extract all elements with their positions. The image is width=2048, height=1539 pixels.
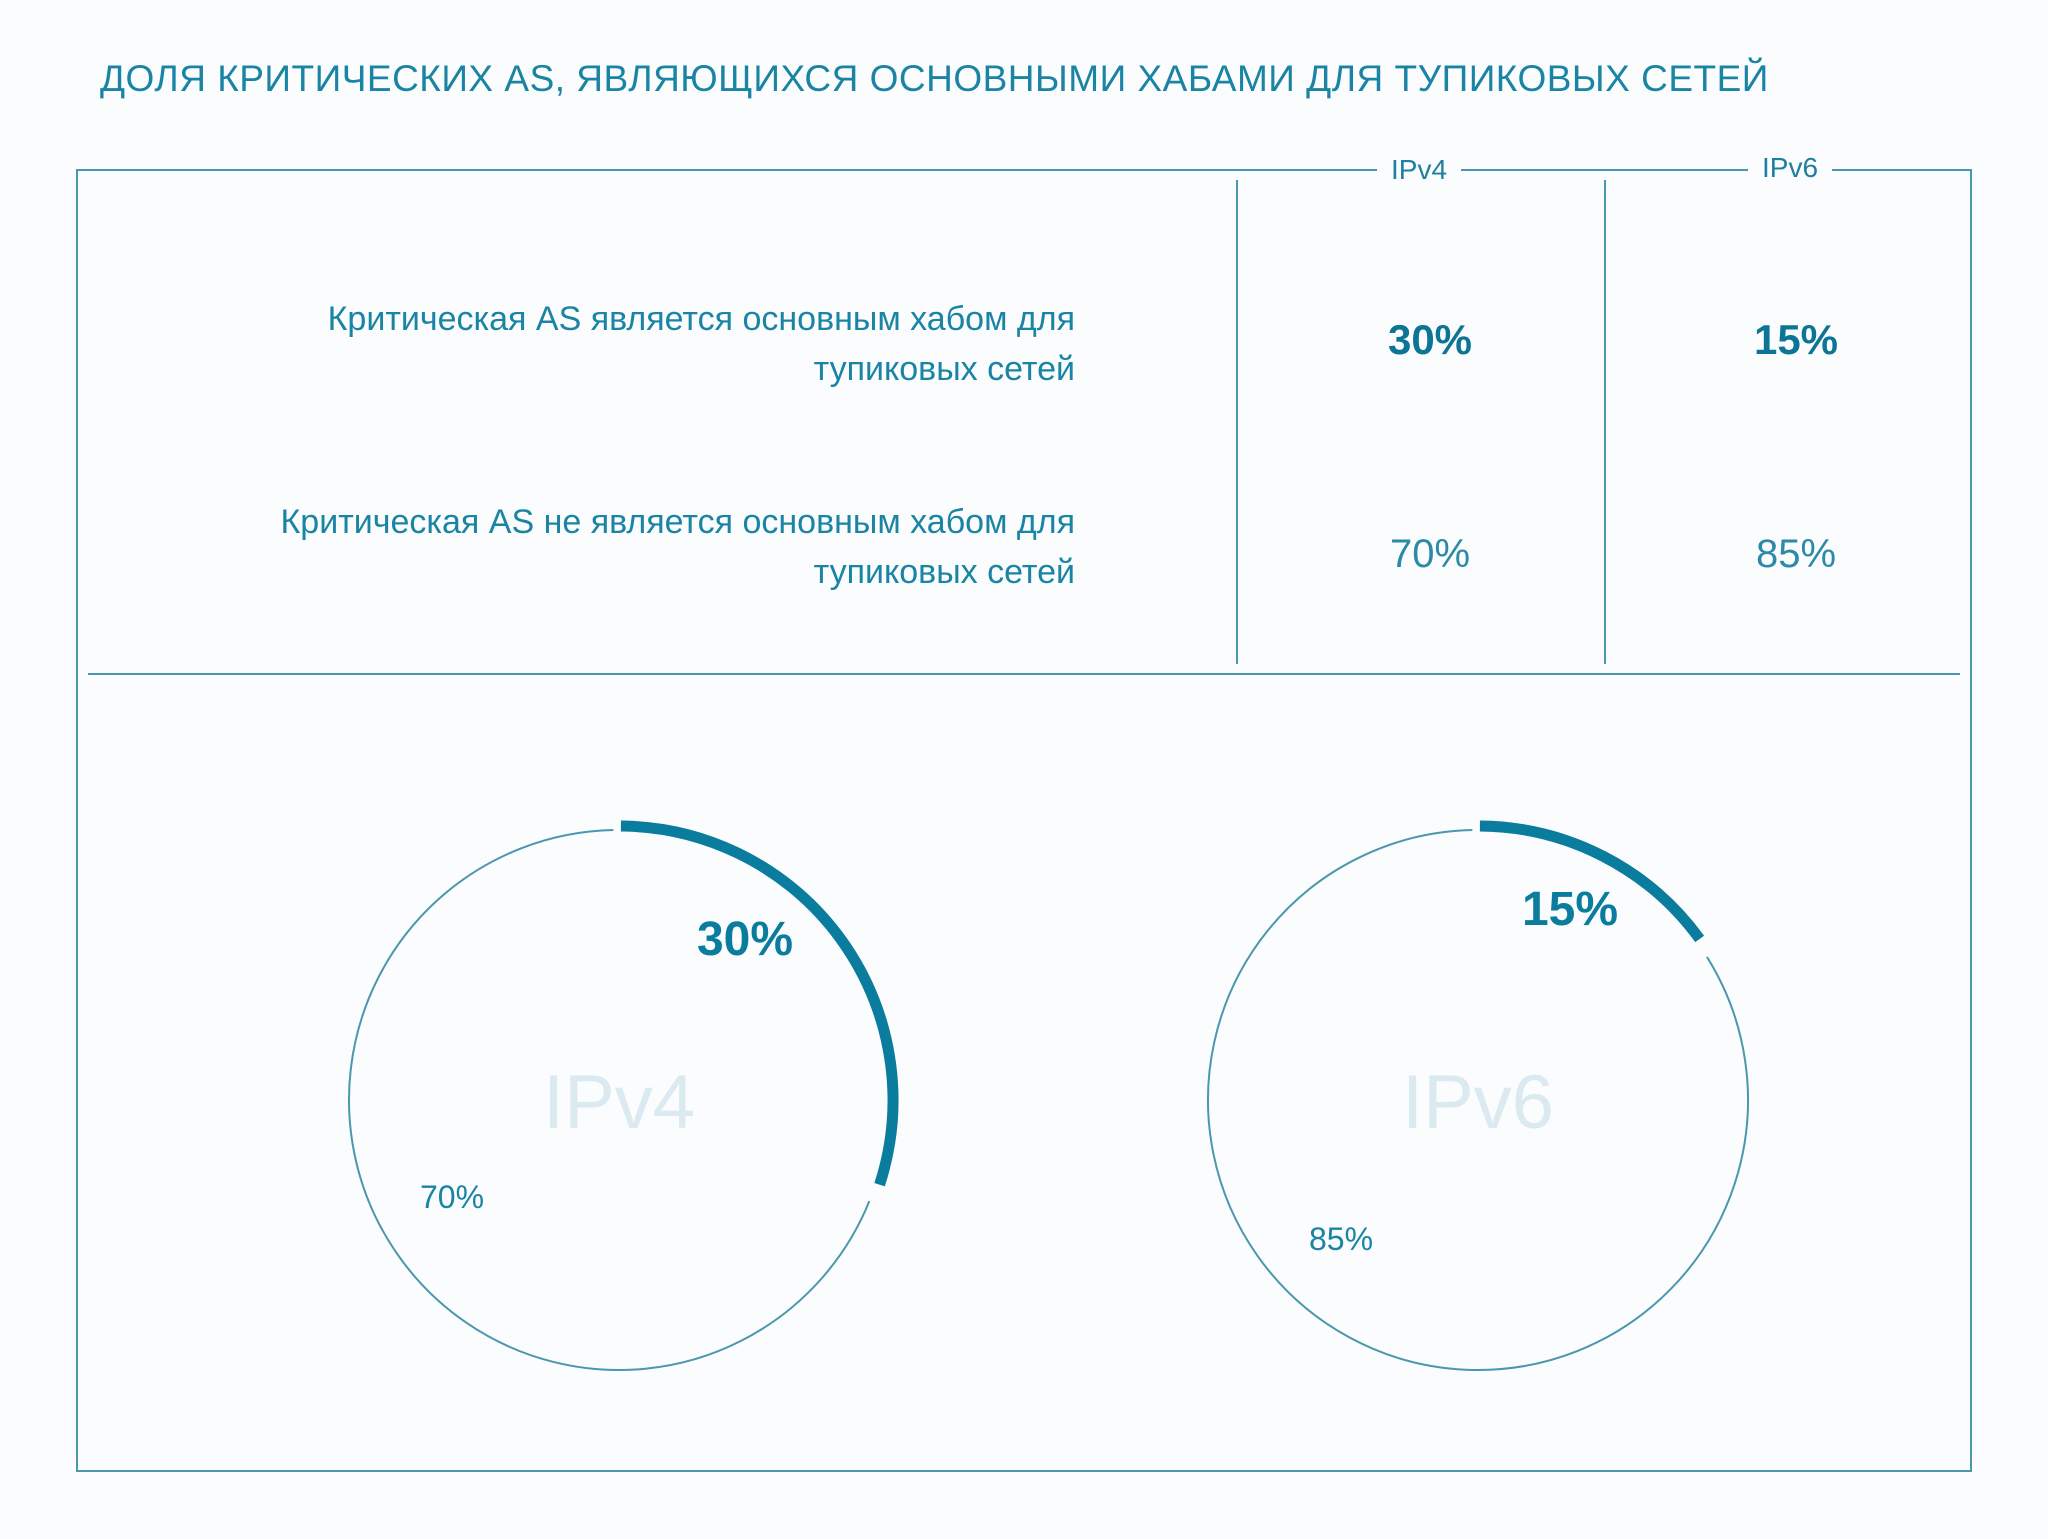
- chart-frame: [76, 169, 1972, 1472]
- donut-1-slice-rest: [1207, 829, 1749, 1371]
- donut-1-rest-label: 85%: [1309, 1221, 1373, 1257]
- table-bottom-divider: [88, 673, 1960, 675]
- column-divider-ipv6: [1604, 180, 1606, 664]
- donut-1-highlight-label: 15%: [1522, 883, 1618, 936]
- donut-0-highlight-label: 30%: [697, 913, 793, 966]
- cell-ipv4-not-hub: 70%: [1389, 532, 1471, 576]
- donut-0-rest-label: 70%: [420, 1179, 484, 1215]
- cell-ipv4-is-hub: 30%: [1387, 316, 1473, 363]
- donut-0-center-label: IPv4: [543, 1060, 695, 1145]
- cell-ipv6-is-hub: 15%: [1753, 316, 1839, 363]
- row-label-is-hub: Критическая AS является основным хабом д…: [327, 300, 1075, 388]
- donut-0-slice-rest: [348, 829, 871, 1371]
- donut-0-slice-highlight: [620, 820, 899, 1187]
- column-header-ipv6: IPv6: [1748, 150, 1833, 186]
- row-label-not-hub: Критическая AS не является основным хабо…: [280, 503, 1075, 591]
- column-divider-ipv4: [1236, 180, 1238, 664]
- page-title: ДОЛЯ КРИТИЧЕСКИХ AS, ЯВЛЯЮЩИХСЯ ОСНОВНЫМ…: [100, 58, 1769, 99]
- column-header-ipv4: IPv4: [1377, 152, 1462, 188]
- cell-ipv6-not-hub: 85%: [1755, 532, 1837, 576]
- donut-1-center-label: IPv6: [1402, 1060, 1554, 1145]
- donut-1-slice-highlight: [1479, 820, 1705, 943]
